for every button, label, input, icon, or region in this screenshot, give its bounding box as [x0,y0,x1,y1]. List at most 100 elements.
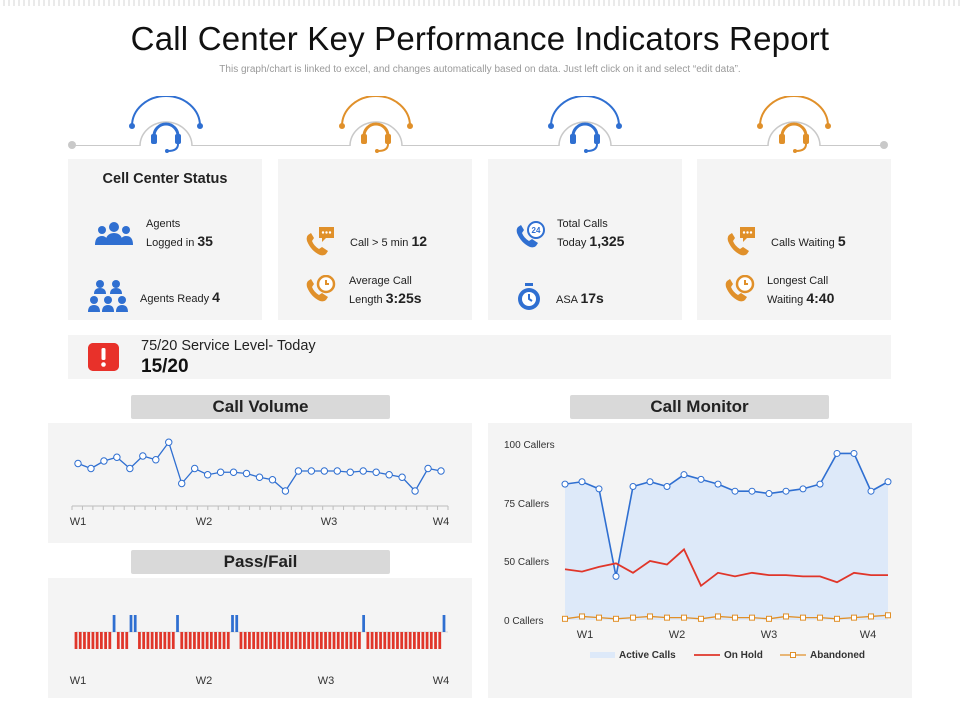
metric-value: 5 [837,233,846,249]
fail-bar [298,632,302,649]
abandoned-point [562,615,568,622]
fail-bar [303,632,306,649]
y-tick-label: 100 Callers [504,440,555,451]
fail-bar [87,632,91,649]
fail-bar [201,632,205,649]
active-calls-point [799,485,807,493]
call-volume-point [255,473,264,481]
abandoned-point [766,615,772,622]
abandoned-point [596,614,602,621]
call-volume-point [372,468,380,476]
active-calls-point [697,475,705,483]
abandoned-point [885,612,891,619]
fail-bar [74,632,78,649]
call-volume-point [74,459,82,468]
call-volume-point [87,464,95,473]
fail-bar [125,632,129,649]
metric-label: Today [557,237,587,249]
pass-bar [176,615,179,632]
fail-bar [146,632,150,649]
y-tick-label: 75 Callers [504,499,549,510]
active-calls-point [561,480,569,488]
fail-bar [138,632,141,649]
call-volume-point [242,469,251,478]
fail-bar [209,632,213,649]
agents-team-icon [88,280,128,312]
fail-bar [286,632,289,649]
call-volume-point [268,476,277,484]
metric-label: Total Calls [557,218,608,230]
call-monitor-panel: 0 Callers 50 Callers 75 Callers 100 Callers… [488,423,912,698]
fail-bar [374,632,378,649]
x-tick-label: W4 [433,516,450,528]
abandoned-point [579,613,585,620]
abandoned-point [834,615,840,622]
active-calls-point [612,572,620,580]
active-calls-point [646,478,654,486]
fail-bar [349,632,353,649]
metric-value: 4 [212,289,220,305]
call-volume-point [333,467,341,475]
fail-bar [104,632,107,649]
metric-label: Call > 5 min [350,237,409,249]
connector-rail [72,145,884,146]
svg-text:24: 24 [532,226,541,235]
metric-value: 1,325 [589,233,625,249]
fail-bar [121,632,124,649]
abandoned-point [732,614,738,621]
page-title: Call Center Key Performance Indicators R… [130,20,830,57]
stopwatch-icon [518,283,540,310]
abandoned-point [630,614,636,621]
fail-bar [396,632,399,649]
fail-bar [100,632,103,649]
active-calls-point [867,487,875,495]
pass-fail-panel: W1 W2 W3 W4 [48,578,472,698]
metric-value: 3:25s [385,290,422,306]
metric-label: Logged in [146,237,195,249]
agents-logged-in-metric: Agents Logged in 35 [146,216,213,252]
fail-bar [391,632,395,649]
metric-label: Agents [146,218,181,230]
pass-bar [133,615,137,632]
legend-marker-abandoned [790,652,796,658]
fail-bar [345,632,349,649]
active-calls-point [731,487,739,495]
metric-label: Length [349,294,383,306]
pass-bar [231,615,234,632]
y-tick-label: 0 Callers [504,616,543,627]
metric-value: 4:40 [806,290,835,306]
metric-label: Agents Ready [140,293,210,305]
call-volume-point [281,487,290,495]
fail-bar [116,632,120,649]
fail-bar [379,632,382,649]
fail-bar [281,632,285,649]
phone-clock-icon [725,275,755,302]
fail-bar [324,632,327,649]
call-volume-point [100,457,108,465]
fail-bar [108,632,112,649]
fail-bar [353,632,357,649]
active-calls-point [629,482,637,490]
x-tick-label: W3 [761,629,778,641]
call-volume-point [113,453,121,461]
fail-bar [425,632,429,649]
abandoned-point [698,615,704,622]
fail-bar [197,632,201,649]
phone-chat-icon [306,227,334,256]
top-decoration [0,0,960,6]
kpi-card-total-calls: 24 Total Calls Today 1,325 ASA 17s [488,159,682,320]
page-subtitle: This graph/chart is linked to excel, and… [219,64,741,75]
metric-value: 12 [411,233,428,249]
y-tick-label: 50 Callers [504,557,549,568]
card-title: Cell Center Status [102,171,228,187]
x-tick-label: W4 [860,629,877,641]
call-volume-chart: W1 W2 W3 W4 [70,438,450,528]
headset-connector-icon [339,96,413,153]
phone-24h-icon: 24 [516,221,545,248]
active-calls-point [663,482,671,490]
fail-bar [417,632,420,649]
fail-bar [370,632,374,649]
phone-clock-icon [306,275,336,302]
active-calls-line [564,452,889,577]
x-tick-label: W4 [433,675,450,687]
